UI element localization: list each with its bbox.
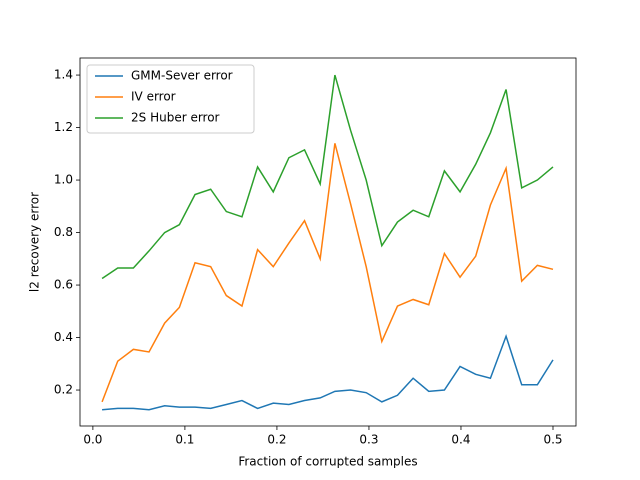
y-tick-label: 0.8 [54,225,73,239]
y-axis-label: l2 recovery error [28,192,42,292]
x-tick-label: 0.2 [267,433,286,447]
y-tick-label: 1.4 [54,68,73,82]
x-tick-label: 0.5 [543,433,562,447]
x-tick-label: 0.3 [359,433,378,447]
legend-label: IV error [131,90,176,104]
line-series [101,74,554,280]
y-tick-label: 0.2 [54,383,73,397]
legend-label: GMM-Sever error [131,69,233,83]
x-tick-label: 0.4 [451,433,470,447]
legend-label: 2S Huber error [131,111,220,125]
line-series [101,143,554,403]
y-tick-label: 1.2 [54,120,73,134]
x-axis-label: Fraction of corrupted samples [238,455,417,469]
legend-box [86,64,255,134]
plot-frame [79,57,577,427]
line-series [102,333,554,411]
y-tick-label: 0.6 [54,278,73,292]
y-tick-label: 1.0 [54,173,73,187]
y-tick-label: 0.4 [54,330,73,344]
x-tick-label: 0.0 [83,433,102,447]
x-tick-label: 0.1 [175,433,194,447]
